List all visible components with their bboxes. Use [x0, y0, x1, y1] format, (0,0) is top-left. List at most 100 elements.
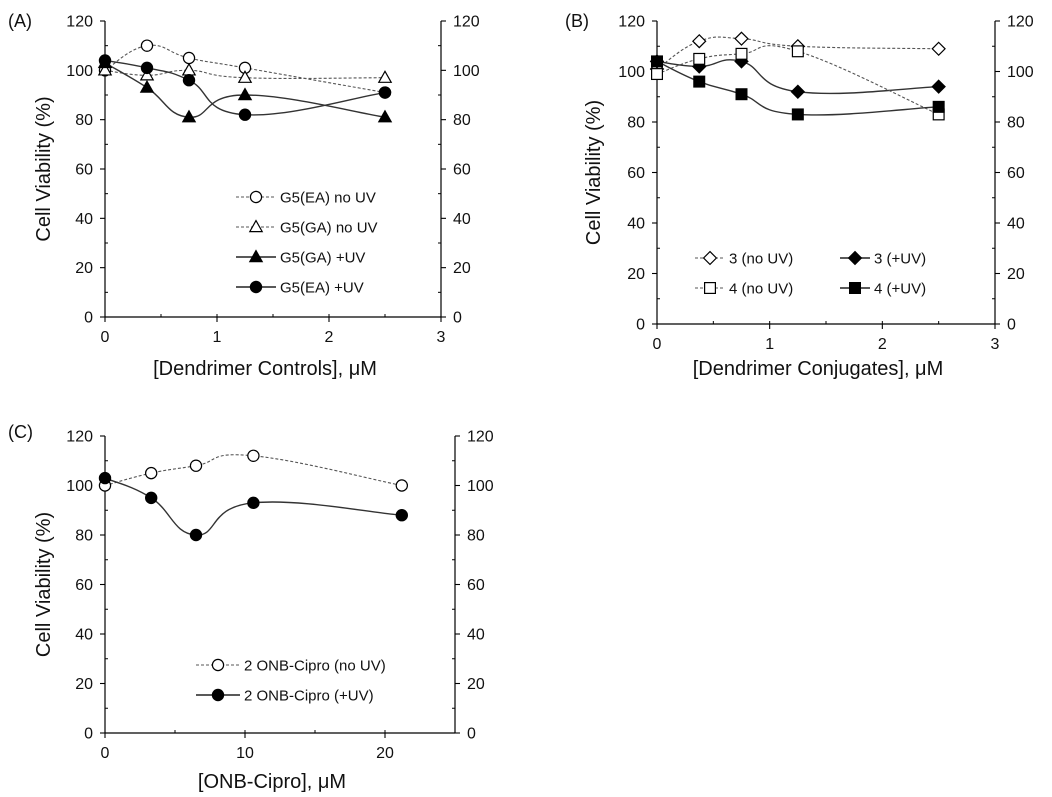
y-tick-label-left: 80: [627, 115, 645, 132]
legend-label: G5(GA) +UV: [280, 250, 365, 267]
series-line: [656, 36, 939, 70]
y-tick-label-left: 60: [75, 162, 93, 179]
data-point: [734, 31, 749, 46]
legend-marker: [211, 658, 225, 672]
data-point: [189, 459, 203, 472]
y-tick-label-right: 20: [453, 260, 471, 277]
y-tick-label-left: 80: [75, 528, 93, 545]
data-point: [181, 62, 197, 76]
legend-marker: [702, 250, 718, 266]
legend-label: G5(EA) no UV: [280, 190, 376, 207]
data-point: [247, 496, 260, 510]
series-line: [104, 477, 402, 536]
x-tick-label: 3: [991, 336, 1000, 353]
panel-label: (B): [565, 11, 589, 31]
legend: G5(EA) no UV G5(GA) no UV G5(GA) +UV G5(EA)…: [236, 190, 378, 297]
y-tick-label-right: 120: [1007, 14, 1034, 31]
legend: 3 (no UV) 3 (+UV) 4 (no UV) 4 (+UV): [695, 251, 926, 298]
legend-marker: [848, 282, 861, 295]
data-point: [139, 79, 155, 93]
y-tick-label-left: 40: [75, 211, 93, 228]
legend-marker: [249, 190, 263, 204]
data-point: [931, 79, 946, 94]
y-tick-label-left: 120: [66, 14, 93, 31]
y-tick-label-right: 100: [1007, 64, 1034, 81]
y-axis-label: Cell Viability (%): [583, 100, 605, 245]
legend-marker: [211, 688, 225, 702]
legend-label: 4 (+UV): [874, 281, 926, 298]
y-tick-label-right: 40: [467, 627, 485, 644]
data-point: [735, 88, 748, 101]
data-point: [247, 449, 260, 462]
series-line: [104, 59, 386, 116]
data-point: [395, 479, 408, 492]
legend-label: G5(GA) no UV: [280, 220, 378, 237]
data-point: [140, 61, 154, 75]
legend-marker: [248, 219, 264, 233]
data-point: [182, 51, 196, 65]
data-point: [144, 491, 158, 505]
y-tick-label-left: 60: [627, 165, 645, 182]
y-tick-label-left: 80: [75, 112, 93, 129]
y-tick-label-left: 20: [627, 266, 645, 283]
x-tick-label: 10: [236, 745, 254, 762]
y-tick-label-right: 0: [1007, 317, 1016, 334]
data-point: [692, 33, 707, 49]
x-axis-label: [Dendrimer Conjugates], μM: [693, 358, 944, 380]
data-point: [650, 68, 663, 81]
legend-marker: [248, 249, 264, 263]
y-tick-label-left: 40: [627, 216, 645, 233]
data-point: [238, 108, 252, 121]
data-point: [182, 73, 196, 87]
y-tick-label-right: 60: [467, 577, 485, 594]
y-tick-label-left: 120: [618, 14, 645, 31]
y-tick-label-left: 0: [636, 317, 645, 334]
data-point: [140, 39, 154, 52]
data-point: [98, 471, 112, 485]
data-point: [378, 86, 392, 99]
x-tick-label: 2: [878, 336, 887, 353]
data-point: [791, 45, 804, 58]
data-point: [693, 52, 706, 65]
data-point: [790, 84, 806, 99]
data-point: [237, 70, 253, 83]
data-point: [377, 109, 393, 123]
data-point: [693, 75, 706, 88]
y-axis-label: Cell Viability (%): [33, 512, 55, 657]
data-point: [181, 109, 197, 123]
data-point: [791, 108, 804, 121]
data-point: [98, 54, 112, 67]
data-point: [144, 466, 158, 480]
y-tick-label-left: 100: [66, 478, 93, 495]
y-tick-label-left: 100: [618, 64, 645, 81]
panel-label: (C): [8, 422, 33, 442]
y-tick-label-right: 120: [467, 429, 494, 446]
data-point: [189, 528, 203, 542]
y-tick-label-right: 80: [453, 112, 471, 129]
data-point: [97, 62, 113, 76]
x-tick-label: 2: [325, 329, 334, 346]
legend-marker: [249, 280, 263, 294]
y-axis-label: Cell Viability (%): [33, 96, 55, 241]
x-tick-label: 1: [213, 329, 222, 346]
x-tick-label: 0: [101, 329, 110, 346]
y-tick-label-left: 0: [84, 310, 93, 327]
y-tick-label-right: 80: [467, 528, 485, 545]
x-tick-label: 3: [437, 329, 446, 346]
data-point: [932, 100, 945, 113]
x-tick-label: 1: [765, 336, 774, 353]
y-tick-label-right: 0: [467, 726, 476, 743]
y-tick-label-right: 40: [1007, 216, 1025, 233]
series-line: [656, 59, 939, 95]
y-tick-label-left: 120: [66, 429, 93, 446]
series-line: [104, 454, 402, 487]
panel-label: (A): [8, 11, 32, 31]
data-point: [237, 87, 253, 101]
y-tick-label-right: 20: [467, 676, 485, 693]
data-point: [377, 70, 393, 83]
x-tick-label: 0: [653, 336, 662, 353]
data-point: [139, 67, 155, 81]
